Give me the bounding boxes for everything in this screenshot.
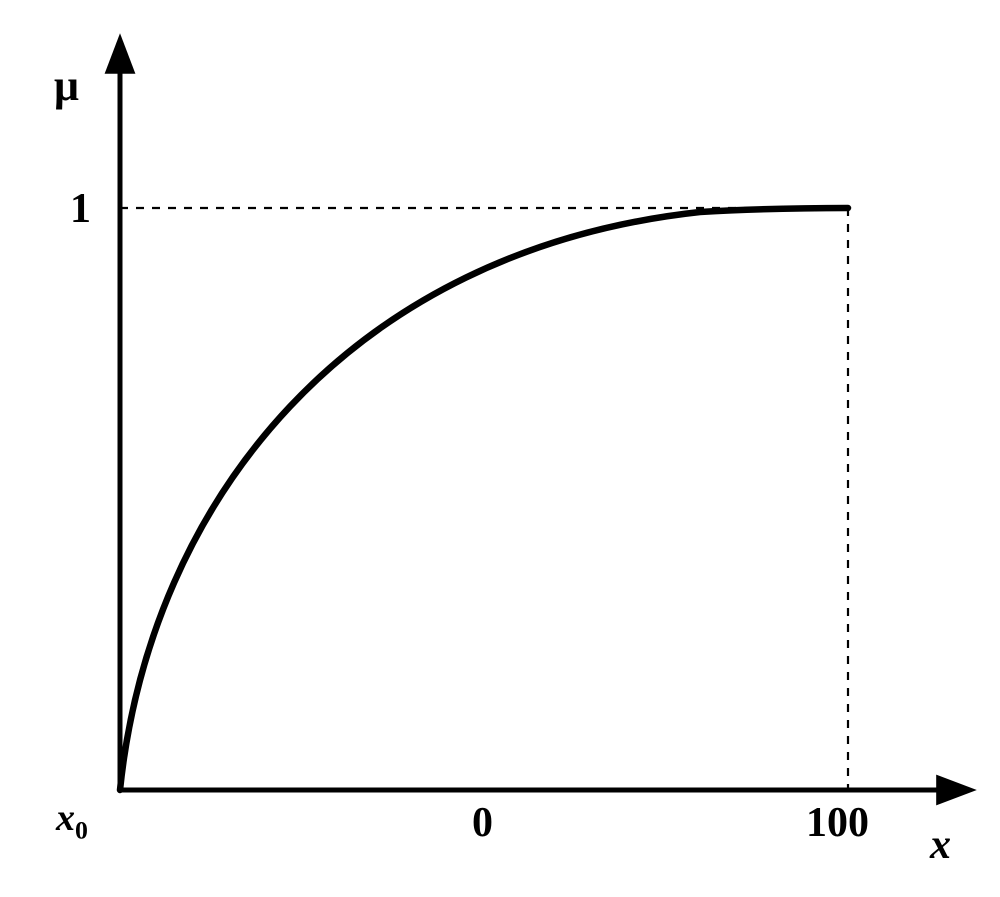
y-tick-1: 1 xyxy=(70,186,91,232)
chart-container: μx10100x0 xyxy=(0,0,1000,897)
chart-svg: μx10100x0 xyxy=(0,0,1000,897)
x-tick-0: 0 xyxy=(472,800,493,846)
x-axis-label: x xyxy=(929,822,951,868)
x-tick-100: 100 xyxy=(806,800,869,846)
y-axis-label: μ xyxy=(54,61,79,110)
